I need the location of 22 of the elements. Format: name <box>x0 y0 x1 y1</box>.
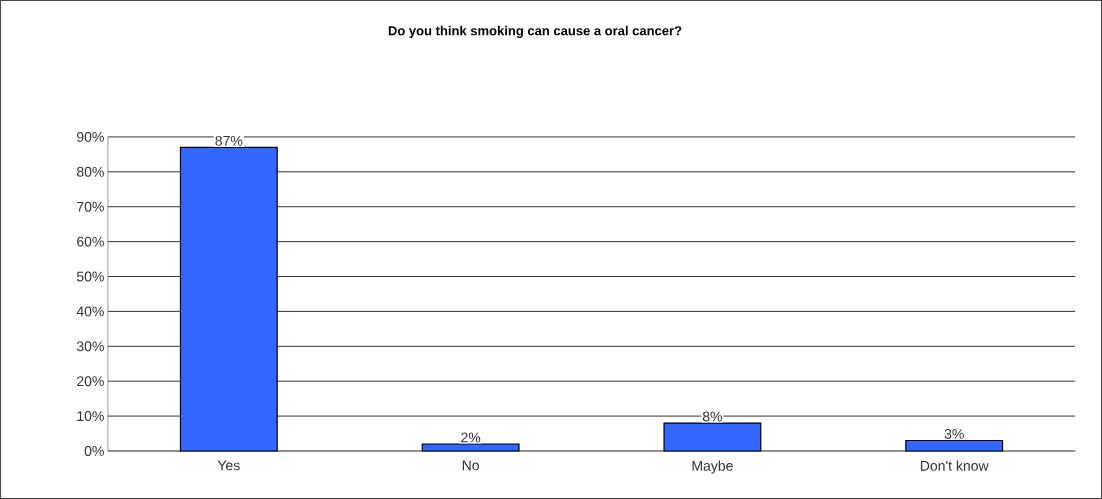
y-tick-label: 30% <box>76 341 104 352</box>
data-label: 2% <box>461 432 481 443</box>
chart-title: Do you think smoking can cause a oral cancer? <box>388 25 682 39</box>
y-tick-label: 70% <box>77 201 104 212</box>
y-tick-label: 10% <box>77 411 104 422</box>
y-tick-label: 60% <box>77 236 104 247</box>
bar <box>905 439 1004 452</box>
y-tick-label: 90% <box>77 132 104 142</box>
data-label: 87% <box>215 135 243 146</box>
bar <box>421 443 520 452</box>
data-label: 8% <box>702 411 723 422</box>
x-tick-label: No <box>462 460 479 471</box>
data-label: 3% <box>944 429 964 439</box>
x-tick-label: Don't know <box>920 460 989 471</box>
y-tick-label: 80% <box>76 166 104 177</box>
bar <box>663 422 762 452</box>
y-tick-label: 50% <box>76 271 104 282</box>
y-tick-label: 40% <box>76 306 104 317</box>
x-tick-label: Yes <box>217 460 240 471</box>
y-tick-label: 20% <box>77 376 104 387</box>
x-tick-label: Maybe <box>692 460 733 474</box>
y-tick-label: 0% <box>84 446 104 456</box>
